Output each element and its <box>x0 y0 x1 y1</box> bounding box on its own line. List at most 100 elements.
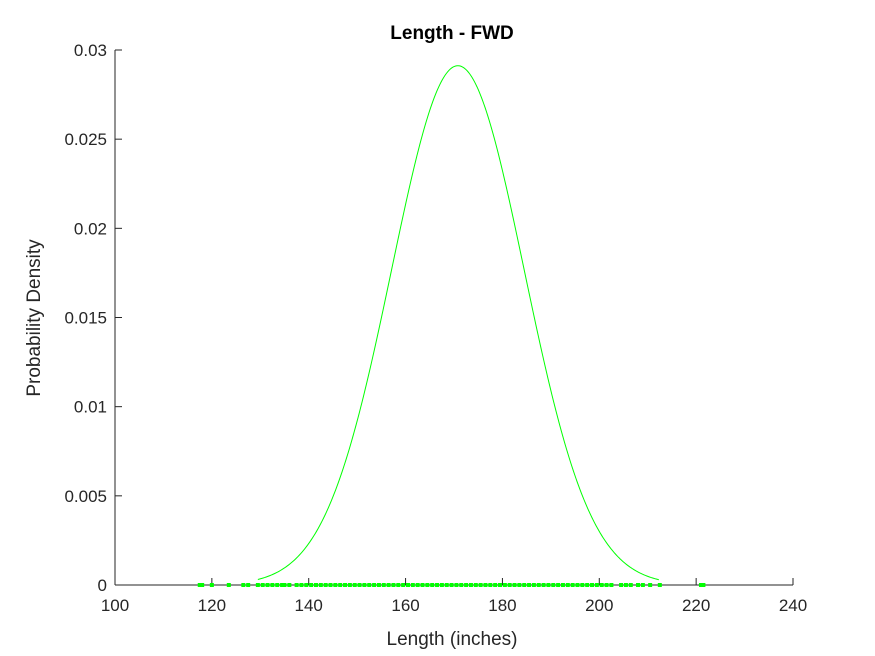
y-tick-label: 0.01 <box>74 398 107 417</box>
data-point-marker <box>585 583 590 587</box>
data-point-marker <box>280 583 285 587</box>
data-point-marker <box>386 583 391 587</box>
data-point-marker <box>522 583 527 587</box>
data-point-marker <box>313 583 318 587</box>
data-point-marker <box>565 583 570 587</box>
data-point-marker <box>200 583 205 587</box>
data-point-marker <box>323 583 328 587</box>
data-point-marker <box>580 583 585 587</box>
data-point-marker <box>488 583 493 587</box>
data-point-marker <box>575 583 580 587</box>
density-curve <box>257 65 659 581</box>
data-point-marker <box>459 583 464 587</box>
y-tick-label: 0.005 <box>64 487 107 506</box>
data-point-marker <box>464 583 469 587</box>
data-point-marker <box>590 583 595 587</box>
data-point-marker <box>502 583 507 587</box>
data-point-marker <box>367 583 372 587</box>
data-point-marker <box>362 583 367 587</box>
data-point-marker <box>401 583 406 587</box>
data-point-marker <box>478 583 483 587</box>
y-tick-label: 0.03 <box>74 41 107 60</box>
data-point-marker <box>648 583 653 587</box>
y-tick-label: 0.025 <box>64 130 107 149</box>
data-point-marker <box>619 583 624 587</box>
data-point-marker <box>698 583 703 587</box>
data-point-marker <box>372 583 377 587</box>
data-point-marker <box>294 583 299 587</box>
data-point-marker <box>468 583 473 587</box>
data-point-marker <box>318 583 323 587</box>
x-tick-label: 220 <box>682 596 710 615</box>
data-point-marker <box>604 583 609 587</box>
y-tick-label: 0.02 <box>74 219 107 238</box>
data-point-marker <box>628 583 633 587</box>
data-point-marker <box>531 583 536 587</box>
data-point-marker <box>430 583 435 587</box>
data-point-marker <box>275 583 280 587</box>
data-point-marker <box>357 583 362 587</box>
y-axis-label: Probability Density <box>24 239 45 397</box>
data-point-marker <box>536 583 541 587</box>
data-point-marker <box>405 583 410 587</box>
data-point-marker <box>560 583 565 587</box>
data-point-marker <box>570 583 575 587</box>
data-point-marker <box>657 583 662 587</box>
data-point-marker <box>473 583 478 587</box>
chart-title: Length - FWD <box>390 23 513 44</box>
data-point-marker <box>197 583 202 587</box>
data-point-marker <box>493 583 498 587</box>
x-tick-label: 180 <box>488 596 516 615</box>
data-point-marker <box>517 583 522 587</box>
data-point-marker <box>347 583 352 587</box>
data-point-marker <box>507 583 512 587</box>
data-point-marker <box>226 583 231 587</box>
data-point-marker <box>623 583 628 587</box>
data-point-marker <box>260 583 265 587</box>
data-point-marker <box>396 583 401 587</box>
x-tick-label: 160 <box>391 596 419 615</box>
data-point-marker <box>376 583 381 587</box>
data-point-marker <box>309 583 314 587</box>
data-point-marker <box>439 583 444 587</box>
data-point-marker <box>454 583 459 587</box>
data-point-marker <box>415 583 420 587</box>
data-point-marker <box>299 583 304 587</box>
x-tick-label: 240 <box>779 596 807 615</box>
data-point-marker <box>444 583 449 587</box>
data-point-marker <box>546 583 551 587</box>
x-tick-label: 120 <box>198 596 226 615</box>
data-point-marker <box>556 583 561 587</box>
data-point-marker <box>391 583 396 587</box>
data-point-marker <box>282 583 287 587</box>
data-point-marker <box>498 583 503 587</box>
data-point-marker <box>640 583 645 587</box>
data-point-marker <box>287 583 292 587</box>
data-point-marker <box>609 583 614 587</box>
data-point-marker <box>338 583 343 587</box>
data-point-marker <box>512 583 517 587</box>
data-point-marker <box>265 583 270 587</box>
data-point-marker <box>594 583 599 587</box>
data-point-marker <box>483 583 488 587</box>
data-point-marker <box>270 583 275 587</box>
data-point-marker <box>541 583 546 587</box>
data-point-marker <box>701 583 706 587</box>
data-point-marker <box>435 583 440 587</box>
y-tick-label: 0.015 <box>64 309 107 328</box>
data-point-marker <box>209 583 214 587</box>
x-tick-label: 200 <box>585 596 613 615</box>
data-point-marker <box>328 583 333 587</box>
data-point-marker <box>527 583 532 587</box>
data-point-marker <box>420 583 425 587</box>
y-tick-label: 0 <box>98 576 107 595</box>
data-point-marker <box>246 583 251 587</box>
data-point-marker <box>449 583 454 587</box>
x-axis-label: Length (inches) <box>387 629 518 650</box>
data-point-marker <box>241 583 246 587</box>
data-point-marker <box>599 583 604 587</box>
data-point-marker <box>304 583 309 587</box>
data-point-marker <box>636 583 641 587</box>
